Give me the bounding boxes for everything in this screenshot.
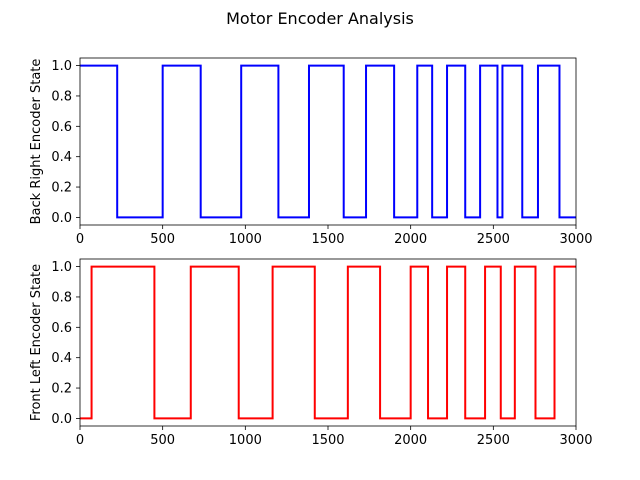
front-left-encoder-series-line: [80, 265, 576, 420]
front-left-y-tick-label: 0.6: [51, 321, 72, 336]
back-right-y-tick-label: 0.4: [51, 150, 72, 165]
back-right-x-tick-label: 0: [76, 232, 84, 247]
back-right-x-tick-label: 2000: [394, 232, 427, 247]
front-left-x-tick-label: 2500: [477, 433, 510, 448]
back-right-encoder-axes: 0 500 1000 1500 2000 2500 3000 0.0 0.2 0.4 0.6 0.8 1…: [29, 57, 593, 247]
front-left-y-tick-label: 0.0: [51, 412, 72, 427]
back-right-x-tick-label: 2500: [477, 232, 510, 247]
front-left-encoder-axes: 0 500 1000 1500 2000 2500 3000 0.0 0.2 0.4 0.6 0.8 1…: [29, 258, 593, 448]
front-left-y-tick-label: 0.8: [51, 290, 72, 305]
front-left-y-tick-label: 0.2: [51, 382, 72, 397]
front-left-y-tick-label: 1.0: [51, 260, 72, 275]
front-left-x-tick-label: 3000: [559, 433, 592, 448]
front-left-x-tick-label: 2000: [394, 433, 427, 448]
back-right-y-tick-label: 0.0: [51, 211, 72, 226]
front-left-y-axis-label: Front Left Encoder State: [29, 264, 44, 421]
back-right-y-tick-label: 0.6: [51, 120, 72, 135]
back-right-y-tick-label: 0.2: [51, 181, 72, 196]
back-right-x-tick-label: 500: [150, 232, 175, 247]
front-left-x-tick-label: 500: [150, 433, 175, 448]
figure-title: Motor Encoder Analysis: [226, 9, 414, 28]
back-right-y-tick-label: 0.8: [51, 89, 72, 104]
back-right-x-tick-label: 1500: [311, 232, 344, 247]
front-left-x-tick-label: 1500: [311, 433, 344, 448]
back-right-x-tick-label: 3000: [559, 232, 592, 247]
back-right-y-axis-label: Back Right Encoder State: [29, 59, 44, 225]
front-left-x-tick-label: 0: [76, 433, 84, 448]
back-right-x-tick-label: 1000: [229, 232, 262, 247]
back-right-encoder-series-line: [80, 64, 576, 219]
back-right-y-tick-label: 1.0: [51, 59, 72, 74]
front-left-x-tick-label: 1000: [229, 433, 262, 448]
front-left-y-tick-label: 0.4: [51, 351, 72, 366]
